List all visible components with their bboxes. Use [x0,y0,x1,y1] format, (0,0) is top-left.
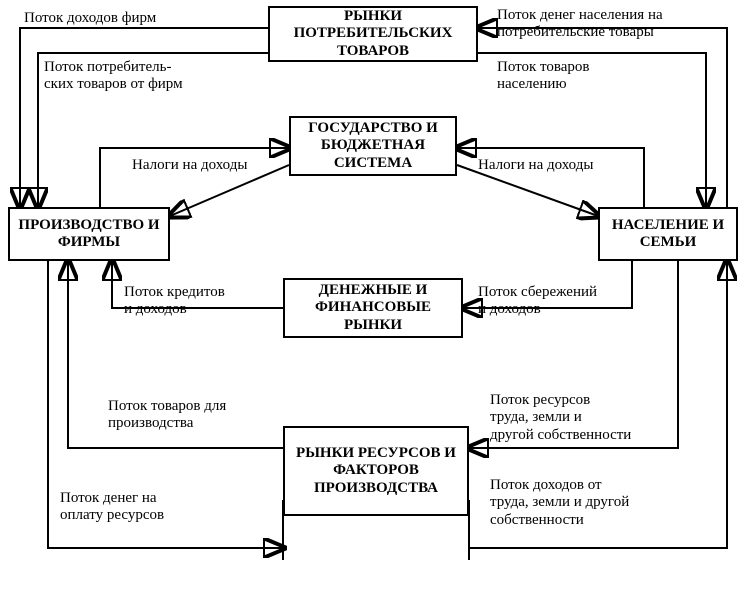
edge-label-goods-for-prod: Поток товаров для производства [108,398,226,433]
node-label: НАСЕЛЕНИЕ И СЕМЬИ [606,217,730,252]
edge-label-res-from-pop: Поток ресурсов труда, земли и другой соб… [490,392,631,444]
node-households: НАСЕЛЕНИЕ И СЕМЬИ [598,207,738,261]
node-consumer-markets: РЫНКИ ПОТРЕБИТЕЛЬСКИХ ТОВАРОВ [268,6,478,62]
node-label: ДЕНЕЖНЫЕ И ФИНАНСОВЫЕ РЫНКИ [291,282,455,334]
diagram-stage: РЫНКИ ПОТРЕБИТЕЛЬСКИХ ТОВАРОВ ГОСУДАРСТВ… [0,0,755,595]
node-label: РЫНКИ ПОТРЕБИТЕЛЬСКИХ ТОВАРОВ [276,8,470,60]
node-label: РЫНКИ РЕСУРСОВ И ФАКТОРОВ ПРОИЗВОДСТВА [291,445,461,497]
node-government: ГОСУДАРСТВО И БЮДЖЕТНАЯ СИСТЕМА [289,116,457,176]
edge-label-goods-from-firms: Поток потребитель- ских товаров от фирм [44,59,183,94]
edge-label-credits: Поток кредитов и доходов [124,284,225,319]
node-label: ГОСУДАРСТВО И БЮДЖЕТНАЯ СИСТЕМА [297,120,449,172]
edge-label-savings: Поток сбережений и доходов [478,284,597,319]
edge-label-money-for-res: Поток денег на оплату ресурсов [60,490,164,525]
edge-label-tax-pop: Налоги на доходы [478,157,593,174]
edge-label-goods-to-pop: Поток товаров населению [497,59,590,94]
edge-label-income-to-pop: Поток доходов от труда, земли и другой с… [490,477,629,529]
edge-label-firm-income: Поток доходов фирм [24,10,156,27]
node-resources: РЫНКИ РЕСУРСОВ И ФАКТОРОВ ПРОИЗВОДСТВА [283,426,469,516]
node-label: ПРОИЗВОДСТВО И ФИРМЫ [16,217,162,252]
node-financial: ДЕНЕЖНЫЕ И ФИНАНСОВЫЕ РЫНКИ [283,278,463,338]
edge-label-money-from-pop: Поток денег населения на потребительские… [497,7,663,42]
node-firms: ПРОИЗВОДСТВО И ФИРМЫ [8,207,170,261]
edge-label-tax-firms: Налоги на доходы [132,157,247,174]
